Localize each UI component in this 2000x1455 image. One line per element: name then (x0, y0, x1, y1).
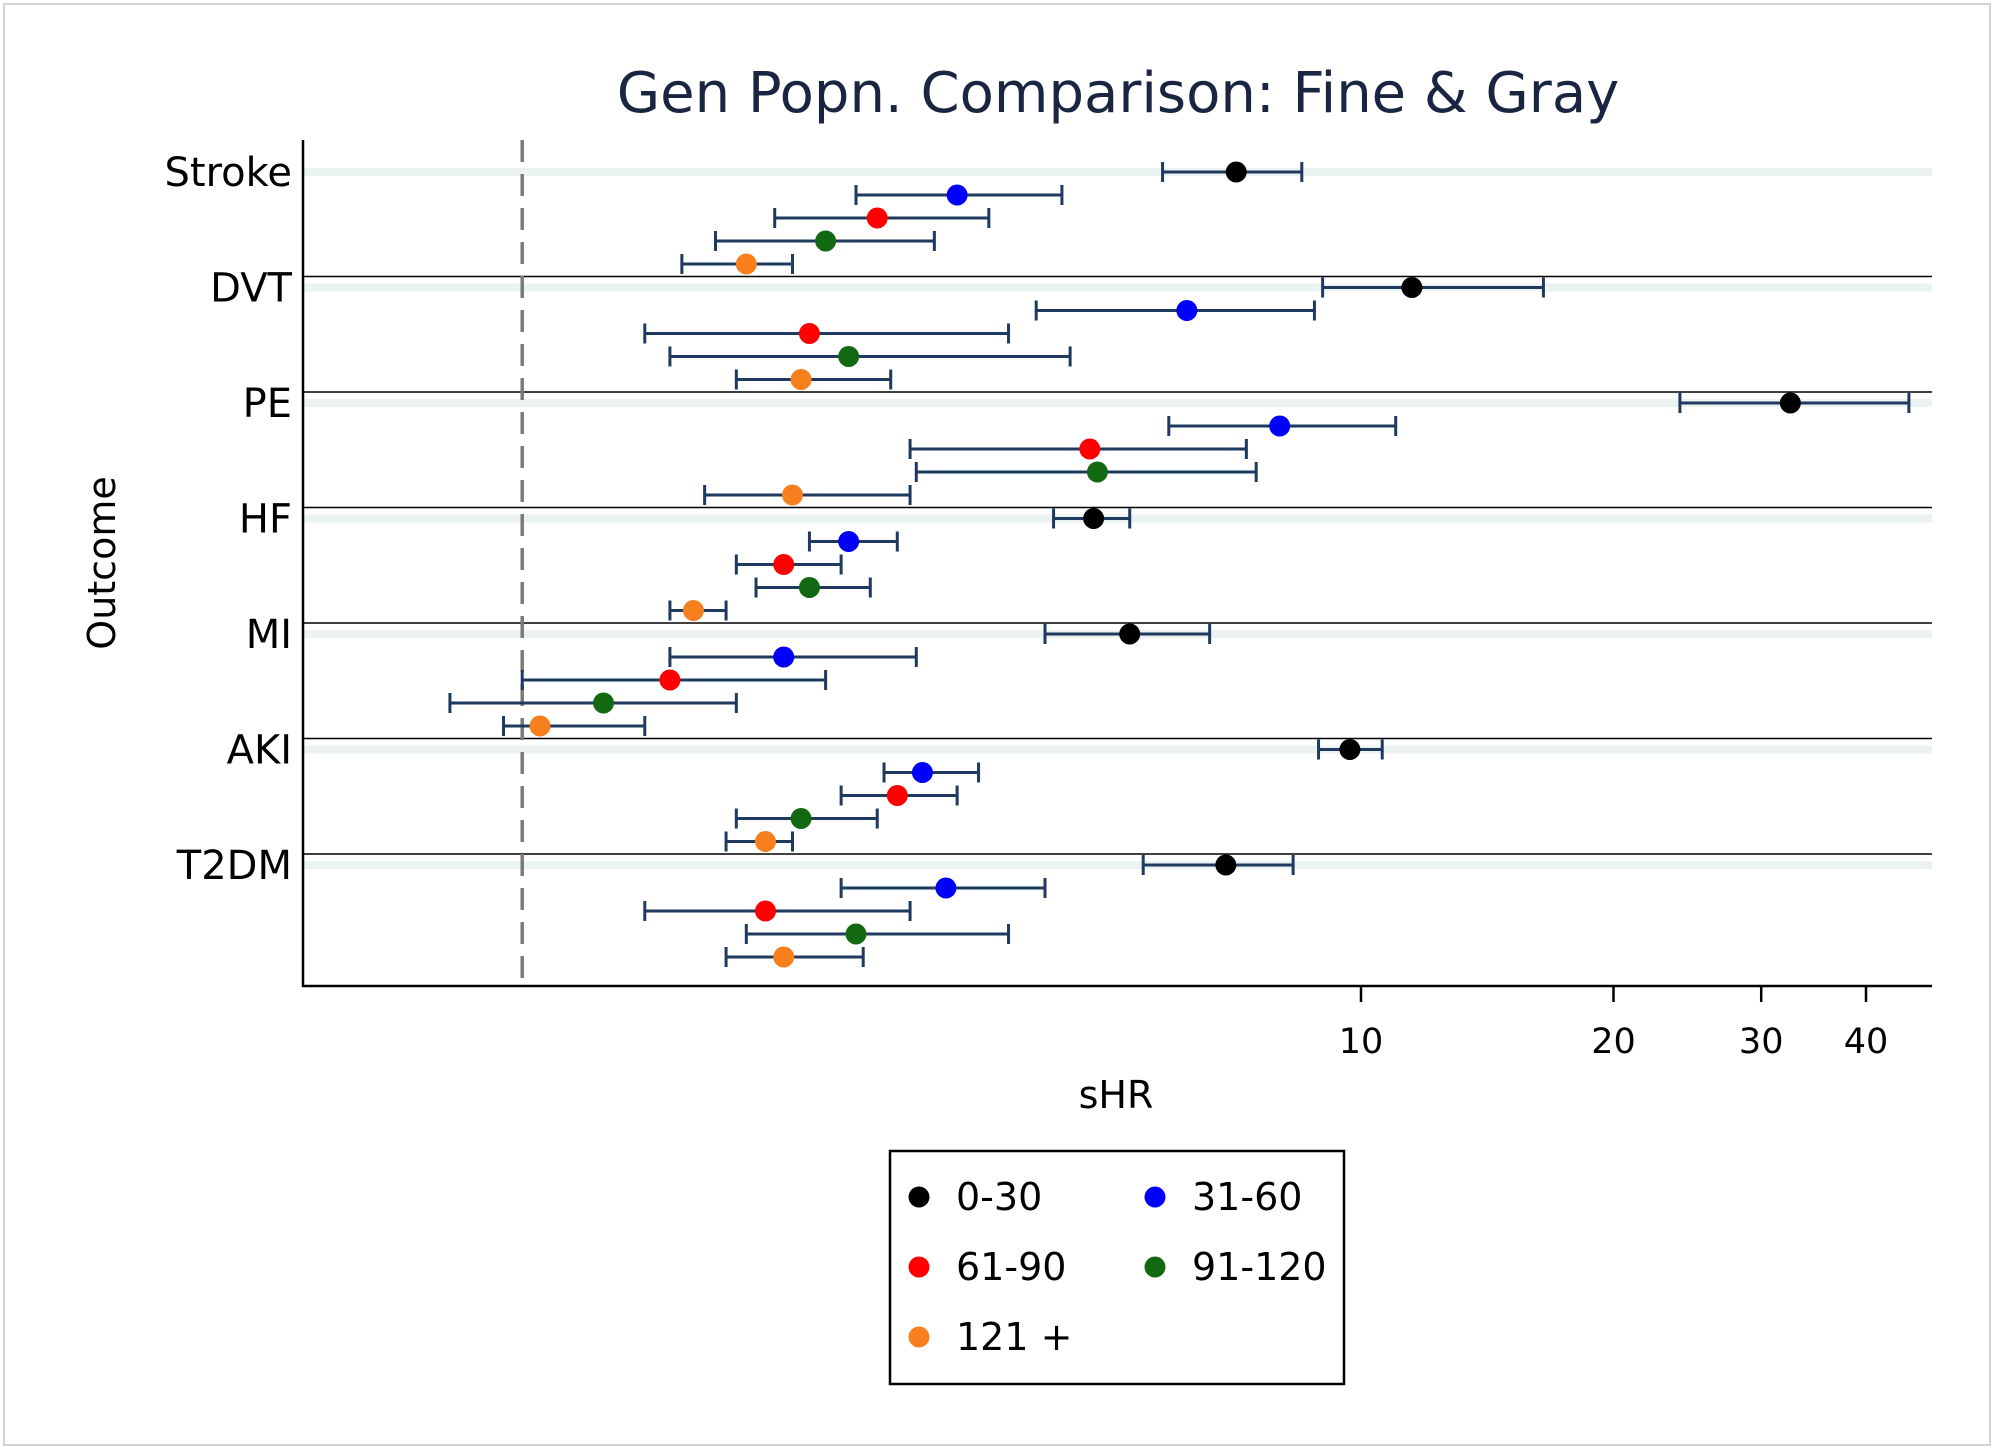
point-estimate (1083, 508, 1105, 529)
point-estimate (659, 669, 681, 691)
point-estimate (781, 484, 803, 506)
y-tick-label: DVT (210, 266, 292, 312)
legend-label: 61-90 (956, 1245, 1066, 1289)
grid-lines (303, 275, 1932, 855)
x-tick-label: 20 (1591, 1022, 1636, 1062)
error-bar (1321, 277, 1545, 298)
point-estimate (790, 808, 812, 829)
legend-label: 0-30 (956, 1175, 1042, 1219)
point-estimate (1215, 854, 1237, 876)
point-estimate (1401, 277, 1423, 298)
legend-label: 121 + (956, 1315, 1072, 1359)
legend-label: 31-60 (1192, 1175, 1302, 1219)
point-estimate (1779, 392, 1801, 414)
y-tick-label: HF (239, 497, 292, 543)
point-estimate (1269, 415, 1291, 437)
point-estimate (1225, 161, 1247, 183)
x-axis-label: sHR (1079, 1073, 1154, 1117)
point-estimate (1176, 300, 1198, 321)
error-bar (643, 901, 912, 921)
point-estimate (845, 923, 867, 945)
point-estimate (773, 554, 795, 575)
legend-entry: 91-120 (1144, 1245, 1327, 1289)
legend-marker (1144, 1186, 1166, 1208)
error-bars (448, 162, 1911, 967)
error-bar (914, 462, 1258, 482)
axes (301, 140, 1932, 988)
point-estimate (754, 831, 776, 852)
point-estimate (946, 184, 968, 206)
point-estimate (911, 762, 933, 783)
x-tick-label: 40 (1844, 1022, 1889, 1062)
y-tick-labels: Stroke DVT PE HF MI AKI T2DM (165, 150, 293, 889)
error-bar (668, 346, 1072, 367)
point-estimate (838, 531, 860, 552)
point-estimate (798, 577, 820, 598)
y-tick-label: PE (243, 381, 292, 427)
category-band (303, 283, 1932, 292)
x-tick-label: 10 (1339, 1022, 1384, 1062)
y-tick-label: MI (246, 612, 292, 658)
legend-entry: 121 + (908, 1315, 1072, 1359)
category-band (303, 745, 1932, 754)
legend-marker (908, 1326, 930, 1348)
legend-marker (1144, 1256, 1166, 1278)
x-tick-label: 30 (1739, 1022, 1784, 1062)
error-bar (908, 439, 1248, 459)
error-bar (643, 323, 1011, 344)
point-estimate (735, 253, 757, 275)
point-estimate (798, 323, 820, 344)
legend: 0-30 31-60 61-90 91-120 121 + (888, 1149, 1346, 1386)
chart-title: Gen Popn. Comparison: Fine & Gray (617, 61, 1620, 126)
y-tick-label: AKI (227, 728, 292, 774)
point-estimate (529, 715, 551, 737)
y-tick-label: Stroke (165, 150, 292, 196)
error-bar (1034, 300, 1316, 321)
error-bar (734, 369, 893, 390)
point-estimate (838, 346, 860, 367)
point-estimate (682, 600, 704, 621)
point-estimate (886, 785, 908, 806)
error-bar (703, 485, 912, 505)
legend-label: 91-120 (1192, 1245, 1327, 1289)
legend-entry: 31-60 (1144, 1175, 1302, 1219)
x-ticks: 10 20 30 40 (1339, 986, 1889, 1062)
y-tick-label: T2DM (176, 843, 292, 889)
point-estimate (935, 877, 957, 899)
legend-entry: 61-90 (908, 1245, 1066, 1289)
point-estimate (754, 900, 776, 922)
point-estimate (593, 692, 614, 714)
error-bar (744, 924, 1011, 944)
legend-entry: 0-30 (908, 1175, 1042, 1219)
error-bar (724, 947, 865, 967)
point-estimate (773, 946, 795, 968)
point-estimate (1119, 623, 1141, 645)
chart-frame (3, 3, 1991, 1446)
legend-marker (908, 1186, 930, 1208)
point-estimate (1086, 461, 1108, 483)
point-estimate (866, 207, 888, 229)
point-estimate (815, 230, 837, 252)
category-band (303, 861, 1932, 869)
legend-box (888, 1149, 1346, 1386)
error-bar (502, 716, 647, 736)
legend-marker (908, 1256, 930, 1278)
point-estimate (790, 369, 812, 390)
category-band (303, 399, 1932, 407)
point-estimate (773, 646, 795, 668)
y-axis-label: Outcome (80, 476, 124, 649)
point-estimate (1079, 438, 1101, 460)
point-estimates (529, 161, 1801, 968)
category-band (303, 168, 1932, 176)
point-estimate (1339, 739, 1361, 760)
